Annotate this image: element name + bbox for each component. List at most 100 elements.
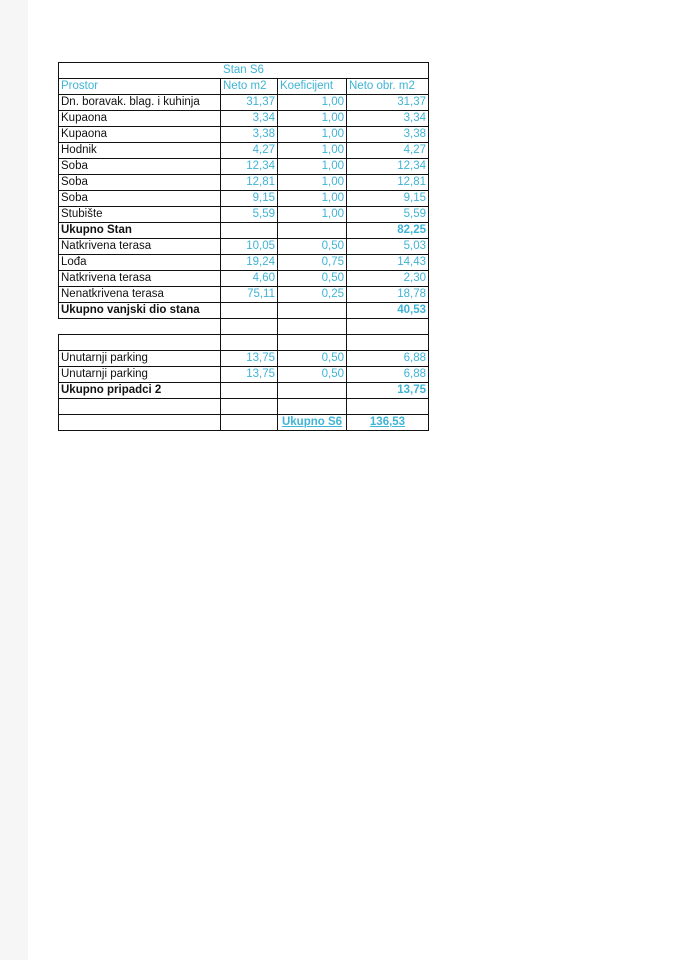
cell-prostor: Ukupno pripadci 2	[58, 382, 221, 399]
cell-prostor: Kupaona	[58, 126, 221, 143]
cell-prostor: Ukupno vanjski dio stana	[58, 302, 221, 319]
cell-prostor: Stubište	[58, 206, 221, 223]
table-row: Unutarnji parking 13,75 0,50 6,88	[58, 366, 429, 383]
cell-koef	[277, 318, 347, 335]
cell-koef: 0,50	[277, 350, 347, 367]
cell-neto	[220, 334, 278, 351]
cell-koef	[277, 398, 347, 415]
cell-koef: 1,00	[277, 142, 347, 159]
cell-prostor	[58, 414, 221, 431]
cell-neto: 12,34	[220, 158, 278, 175]
table-row: Kupaona 3,38 1,00 3,38	[58, 126, 429, 143]
cell-koef: 1,00	[277, 174, 347, 191]
cell-neto	[220, 302, 278, 319]
cell-koef: 1,00	[277, 110, 347, 127]
cell-obr: 14,43	[346, 254, 429, 271]
cell-koef: 0,50	[277, 270, 347, 287]
table-row: Kupaona 3,34 1,00 3,34	[58, 110, 429, 127]
table-row: Soba 12,34 1,00 12,34	[58, 158, 429, 175]
table-row: Lođa 19,24 0,75 14,43	[58, 254, 429, 271]
cell-prostor: Soba	[58, 190, 221, 207]
header-row: Prostor Neto m2 Koeficijent Neto obr. m2	[58, 78, 429, 95]
total-row: Ukupno S6 136,53	[58, 414, 429, 431]
header-neto: Neto m2	[220, 78, 278, 95]
title-row: Stan S6	[58, 62, 429, 79]
cell-koef	[277, 222, 347, 239]
cell-neto: 5,59	[220, 206, 278, 223]
cell-koef: 1,00	[277, 158, 347, 175]
cell-neto	[220, 382, 278, 399]
cell-koef: 0,25	[277, 286, 347, 303]
cell-prostor: Lođa	[58, 254, 221, 271]
cell-neto: 9,15	[220, 190, 278, 207]
table-row	[58, 334, 429, 351]
cell-koef: 0,75	[277, 254, 347, 271]
cell-koef	[277, 334, 347, 351]
cell-koef	[277, 382, 347, 399]
table-row: Soba 12,81 1,00 12,81	[58, 174, 429, 191]
cell-obr	[346, 398, 429, 415]
cell-koef: 1,00	[277, 190, 347, 207]
cell-neto: 75,11	[220, 286, 278, 303]
cell-neto	[220, 222, 278, 239]
cell-koef: 0,50	[277, 238, 347, 255]
header-prostor: Prostor	[58, 78, 221, 95]
cell-koef: 1,00	[277, 94, 347, 111]
cell-obr: 40,53	[346, 302, 429, 319]
cell-obr: 12,81	[346, 174, 429, 191]
cell-koef: 1,00	[277, 126, 347, 143]
table-row: Nenatkrivena terasa 75,11 0,25 18,78	[58, 286, 429, 303]
cell-obr: 31,37	[346, 94, 429, 111]
cell-obr: 5,59	[346, 206, 429, 223]
cell-neto: 13,75	[220, 350, 278, 367]
cell-neto: 4,60	[220, 270, 278, 287]
table-title: Stan S6	[58, 62, 429, 79]
cell-neto: 31,37	[220, 94, 278, 111]
cell-neto: 19,24	[220, 254, 278, 271]
cell-obr: 6,88	[346, 366, 429, 383]
cell-obr: 18,78	[346, 286, 429, 303]
cell-prostor: Unutarnji parking	[58, 366, 221, 383]
page-margin	[0, 0, 28, 960]
cell-obr: 13,75	[346, 382, 429, 399]
cell-prostor: Unutarnji parking	[58, 350, 221, 367]
cell-prostor: Kupaona	[58, 110, 221, 127]
cell-neto: 12,81	[220, 174, 278, 191]
cell-neto	[220, 318, 278, 335]
cell-prostor	[58, 318, 221, 335]
cell-neto: 3,34	[220, 110, 278, 127]
cell-obr: 5,03	[346, 238, 429, 255]
subtotal-row: Ukupno Stan 82,25	[58, 222, 429, 239]
cell-prostor: Soba	[58, 158, 221, 175]
cell-neto	[220, 398, 278, 415]
cell-neto: 3,38	[220, 126, 278, 143]
cell-obr: 6,88	[346, 350, 429, 367]
header-obr: Neto obr. m2	[346, 78, 429, 95]
cell-prostor: Soba	[58, 174, 221, 191]
table-row	[58, 398, 429, 415]
cell-obr: 2,30	[346, 270, 429, 287]
table-row	[58, 318, 429, 335]
cell-obr: 82,25	[346, 222, 429, 239]
cell-neto	[220, 414, 278, 431]
cell-obr	[346, 334, 429, 351]
cell-obr: 12,34	[346, 158, 429, 175]
cell-obr: 9,15	[346, 190, 429, 207]
cell-prostor	[58, 334, 221, 351]
table-row: Natkrivena terasa 10,05 0,50 5,03	[58, 238, 429, 255]
subtotal-row: Ukupno pripadci 2 13,75	[58, 382, 429, 399]
cell-obr: 3,34	[346, 110, 429, 127]
cell-prostor: Natkrivena terasa	[58, 238, 221, 255]
cell-prostor: Dn. boravak. blag. i kuhinja	[58, 94, 221, 111]
table-row: Soba 9,15 1,00 9,15	[58, 190, 429, 207]
cell-obr: 4,27	[346, 142, 429, 159]
table-row: Natkrivena terasa 4,60 0,50 2,30	[58, 270, 429, 287]
table-row: Unutarnji parking 13,75 0,50 6,88	[58, 350, 429, 367]
table-row: Stubište 5,59 1,00 5,59	[58, 206, 429, 223]
cell-obr: 3,38	[346, 126, 429, 143]
cell-prostor	[58, 398, 221, 415]
cell-neto: 13,75	[220, 366, 278, 383]
cell-koef: Ukupno S6	[277, 414, 347, 431]
cell-obr: 136,53	[346, 414, 429, 431]
cell-koef: 1,00	[277, 206, 347, 223]
